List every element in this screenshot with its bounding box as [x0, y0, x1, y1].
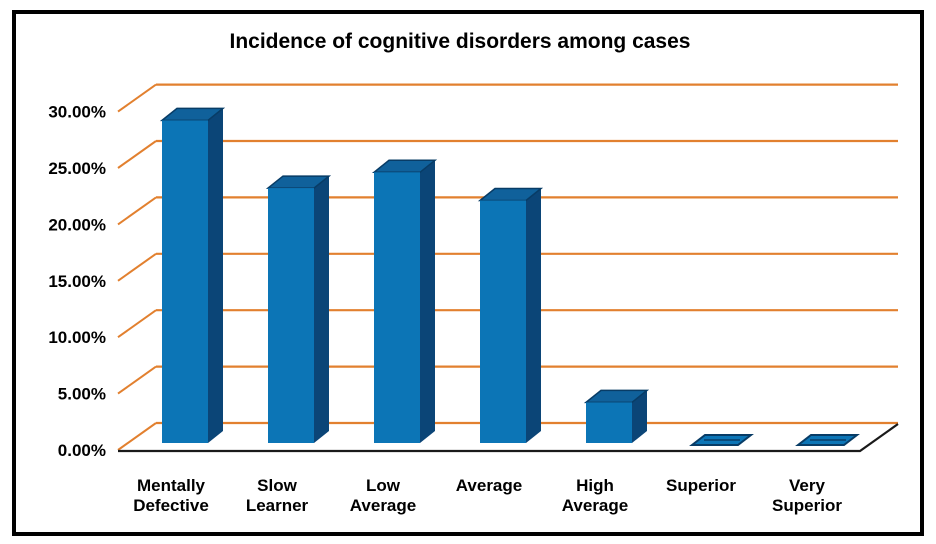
x-axis-category-label: High [576, 476, 614, 495]
x-axis-category-label: Average [456, 476, 522, 495]
bar-side-face [632, 390, 647, 443]
bar-side-face [526, 188, 541, 443]
x-axis-category-label: Very [789, 476, 825, 495]
bar-side-face [420, 160, 435, 443]
y-axis-tick-label: 30.00% [48, 103, 106, 122]
gridline-diagonal [117, 422, 157, 451]
gridline-diagonal [117, 252, 157, 282]
bar [268, 188, 314, 443]
x-axis-category-label: Mentally [137, 476, 206, 495]
x-axis-line [118, 423, 899, 453]
y-axis-tick-label: 15.00% [48, 272, 106, 291]
y-axis-tick-label: 25.00% [48, 159, 106, 178]
bar-side-face [208, 108, 223, 443]
figure-border [12, 10, 924, 536]
x-axis-category-label: Low [366, 476, 401, 495]
bar-side-face [314, 176, 329, 443]
x-axis-category-label: Slow [257, 476, 297, 495]
bar [480, 200, 526, 443]
y-axis-tick-label: 20.00% [48, 215, 106, 234]
y-axis-tick-label: 10.00% [48, 328, 106, 347]
chart-title: Incidence of cognitive disorders among c… [229, 30, 691, 53]
x-axis-category-label: Learner [246, 496, 309, 515]
x-axis-category-label: Superior [772, 496, 842, 515]
x-axis-category-label: Superior [666, 476, 736, 495]
y-axis-tick-label: 5.00% [58, 385, 106, 404]
gridline-diagonal [117, 309, 157, 339]
y-axis-tick-label: 0.00% [58, 441, 106, 460]
gridline-diagonal [117, 83, 157, 113]
bar [374, 172, 420, 443]
x-axis-category-label: Average [350, 496, 416, 515]
gridline-diagonal [117, 365, 157, 395]
bar [586, 402, 632, 443]
bar [162, 120, 208, 443]
x-axis-category-label: Average [562, 496, 628, 515]
gridline-diagonal [117, 140, 157, 169]
x-axis-category-label: Defective [133, 496, 209, 515]
gridline-diagonal [117, 196, 157, 226]
